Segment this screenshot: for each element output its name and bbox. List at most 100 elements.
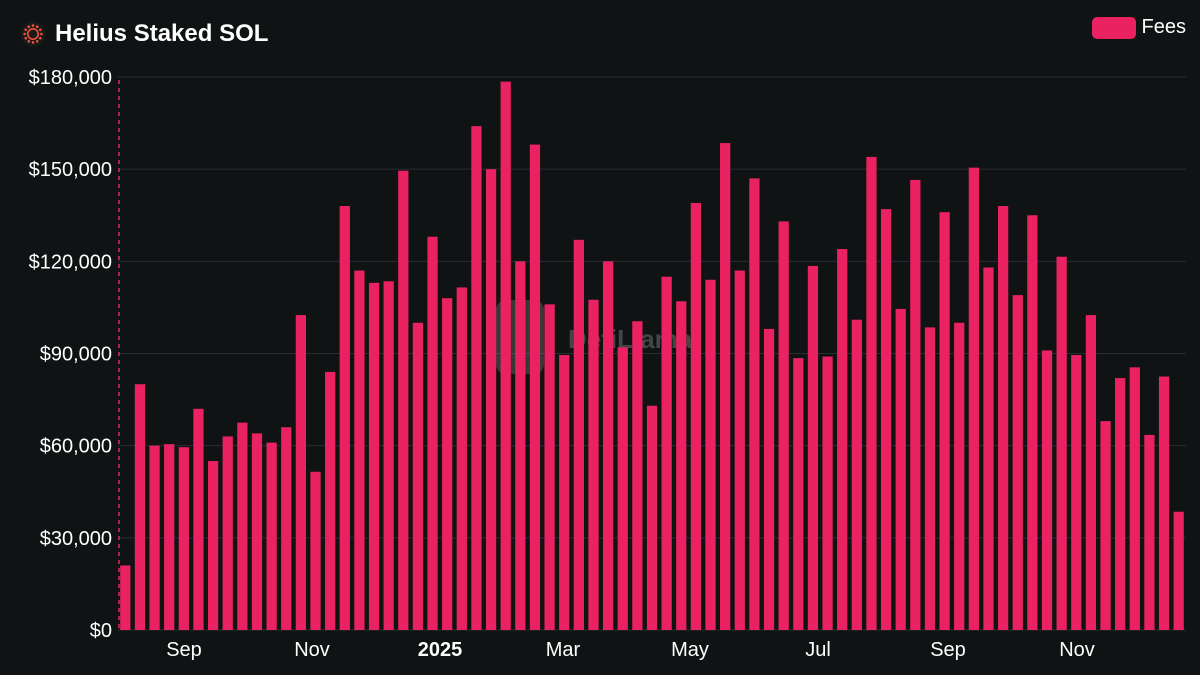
bar-fees[interactable] <box>661 276 672 630</box>
bar-fees[interactable] <box>1071 355 1082 630</box>
bar-fees[interactable] <box>910 179 921 631</box>
bar-fees[interactable] <box>310 471 321 630</box>
bar-fees[interactable] <box>734 270 745 630</box>
bar-fees[interactable] <box>412 322 424 630</box>
bar-fees[interactable] <box>544 304 555 630</box>
bar-fees[interactable] <box>968 167 979 630</box>
x-tick-label: Nov <box>1059 639 1095 661</box>
bar-fees[interactable] <box>602 261 614 630</box>
bar-fees[interactable] <box>120 565 131 630</box>
x-tick-label: 2025 <box>418 639 463 661</box>
y-tick-label: $60,000 <box>40 436 112 458</box>
bar-fees[interactable] <box>207 461 219 630</box>
bar-fees[interactable] <box>998 206 1009 630</box>
bar-fees[interactable] <box>149 445 160 630</box>
bar-fees[interactable] <box>822 356 833 630</box>
bar-fees[interactable] <box>939 212 950 630</box>
bar-fees[interactable] <box>588 299 599 630</box>
bar-fees[interactable] <box>456 287 467 630</box>
logo-ray <box>24 36 28 40</box>
bar-fees[interactable] <box>266 442 277 630</box>
bar-fees[interactable] <box>178 447 189 630</box>
bar-fees[interactable] <box>1115 378 1126 630</box>
legend-item-fees[interactable]: Fees <box>1091 16 1186 39</box>
bar-fees[interactable] <box>690 202 702 630</box>
bar-fees[interactable] <box>705 279 716 630</box>
logo-ray <box>24 28 28 32</box>
bar-fees[interactable] <box>1027 215 1038 630</box>
bar-fees[interactable] <box>866 156 877 630</box>
y-tick-label: $150,000 <box>29 159 112 181</box>
logo-ray <box>23 32 26 36</box>
bar-fees[interactable] <box>1129 367 1140 630</box>
bar-fees[interactable] <box>617 347 628 630</box>
bar-fees[interactable] <box>427 236 438 630</box>
y-tick-label: $90,000 <box>40 344 112 366</box>
helius-sun-icon <box>20 21 46 47</box>
bar-fees[interactable] <box>676 301 687 630</box>
bar-fees[interactable] <box>880 209 892 631</box>
chart-header: Helius Staked SOL <box>20 18 268 50</box>
bar-fees[interactable] <box>281 427 292 630</box>
bar-fees[interactable] <box>924 327 936 630</box>
bar-fees[interactable] <box>1012 295 1023 630</box>
logo-ray <box>40 32 43 36</box>
bar-fees[interactable] <box>559 355 570 630</box>
bar-fees[interactable] <box>1041 350 1053 630</box>
bar-fees[interactable] <box>515 261 526 630</box>
bar-fees[interactable] <box>1158 376 1170 630</box>
bar-fees[interactable] <box>749 178 760 630</box>
bar-fees[interactable] <box>763 328 775 630</box>
bar-fees[interactable] <box>632 321 643 630</box>
bar-fees[interactable] <box>851 319 862 630</box>
bar-fees[interactable] <box>164 444 175 630</box>
bar-fees[interactable] <box>237 422 248 631</box>
y-tick-label: $180,000 <box>29 67 112 89</box>
bar-fees[interactable] <box>573 239 584 630</box>
y-tick-label: $30,000 <box>40 528 112 550</box>
bar-fees[interactable] <box>1056 256 1067 630</box>
logo-ray <box>27 25 31 29</box>
y-tick-label: $0 <box>90 620 112 642</box>
bar-fees[interactable] <box>442 298 453 630</box>
logo-ray <box>31 24 35 27</box>
bar-fees[interactable] <box>368 282 380 630</box>
bar-fees[interactable] <box>471 126 482 630</box>
bar-fees[interactable] <box>646 405 658 630</box>
bar-fees[interactable] <box>1085 315 1097 630</box>
bar-fees[interactable] <box>383 281 394 630</box>
bar-fees[interactable] <box>720 143 731 631</box>
bar-fees[interactable] <box>354 270 365 630</box>
bar-fees[interactable] <box>295 315 306 630</box>
bar-fees[interactable] <box>529 144 541 630</box>
x-tick-label: Jul <box>805 639 831 661</box>
x-tick-label: May <box>671 639 709 661</box>
bar-fees[interactable] <box>193 408 204 630</box>
bar-fees[interactable] <box>778 221 789 630</box>
bar-fees[interactable] <box>485 169 497 631</box>
bar-fees[interactable] <box>500 81 511 631</box>
bar-fees[interactable] <box>983 267 994 630</box>
bar-fees[interactable] <box>339 206 350 630</box>
bar-fees[interactable] <box>1144 434 1155 630</box>
watermark-text: DefiLlama <box>568 324 693 354</box>
legend-label-fees: Fees <box>1141 16 1186 38</box>
chart-title: Helius Staked SOL <box>55 20 269 47</box>
logo-ray <box>35 25 39 29</box>
bar-fees[interactable] <box>134 384 146 630</box>
logo-ray <box>35 39 39 43</box>
legend-swatch-fees <box>1091 16 1136 39</box>
bar-fees[interactable] <box>793 358 804 630</box>
bar-fees[interactable] <box>325 371 336 630</box>
bar-fees[interactable] <box>251 433 263 630</box>
bar-fees[interactable] <box>954 322 965 630</box>
bar-fees[interactable] <box>222 436 233 630</box>
bar-fees[interactable] <box>807 265 819 630</box>
bar-fees[interactable] <box>837 249 848 631</box>
bar-fees[interactable] <box>1173 511 1184 630</box>
y-tick-label: $120,000 <box>29 251 112 273</box>
bar-fees[interactable] <box>1100 421 1111 630</box>
bar-fees[interactable] <box>398 170 409 630</box>
x-tick-label: Sep <box>166 639 202 661</box>
bar-fees[interactable] <box>895 308 906 630</box>
